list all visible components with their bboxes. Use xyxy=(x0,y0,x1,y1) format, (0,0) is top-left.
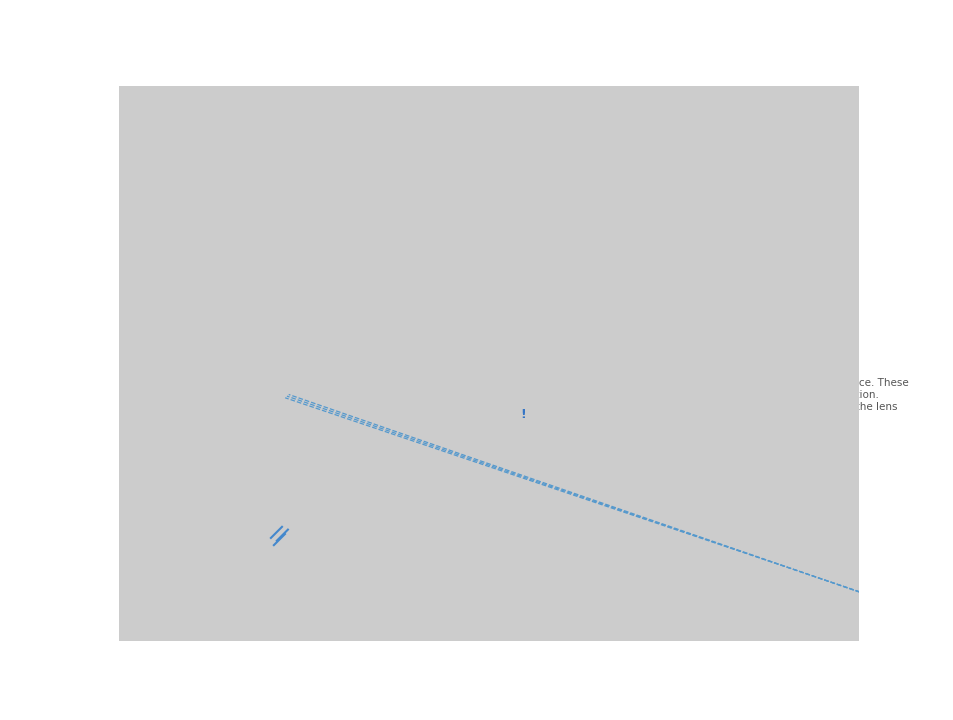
Text: !: ! xyxy=(520,408,526,421)
Text: piece of lens cleaning paper and wipe gently.: piece of lens cleaning paper and wipe ge… xyxy=(142,239,426,252)
Text: solutions can damage the camera or cause it to malfunction.: solutions can damage the camera or cause… xyxy=(547,390,879,400)
Polygon shape xyxy=(865,456,953,720)
Circle shape xyxy=(0,0,270,387)
Text: Camera maintenance: Camera maintenance xyxy=(142,104,505,132)
Text: 157: 157 xyxy=(492,616,524,631)
Text: Camera lens and display: Camera lens and display xyxy=(127,187,289,200)
Text: •  Never use benzene, thinners, or alcohol to clean the device. These: • Never use benzene, thinners, or alcoho… xyxy=(547,378,908,388)
Text: Cleaning your camera: Cleaning your camera xyxy=(142,156,373,176)
Polygon shape xyxy=(507,397,539,426)
Text: cover.: cover. xyxy=(547,415,591,425)
FancyBboxPatch shape xyxy=(140,186,274,202)
Circle shape xyxy=(0,0,518,720)
Text: Camera body: Camera body xyxy=(505,162,593,175)
Text: •  Do not press on the lens cover or use a blower brush on the lens: • Do not press on the lens cover or use … xyxy=(547,402,897,413)
Text: Use a blower brush to remove dust and wipe the lens gently with: Use a blower brush to remove dust and wi… xyxy=(142,216,551,229)
FancyBboxPatch shape xyxy=(504,160,594,176)
Text: a soft cloth. If any dust remains, apply lens cleaning liquid to a: a soft cloth. If any dust remains, apply… xyxy=(142,228,537,240)
Text: Wipe gently with a soft, dry cloth.: Wipe gently with a soft, dry cloth. xyxy=(506,194,718,207)
FancyBboxPatch shape xyxy=(502,372,831,456)
Text: Appendixes: Appendixes xyxy=(404,618,485,631)
